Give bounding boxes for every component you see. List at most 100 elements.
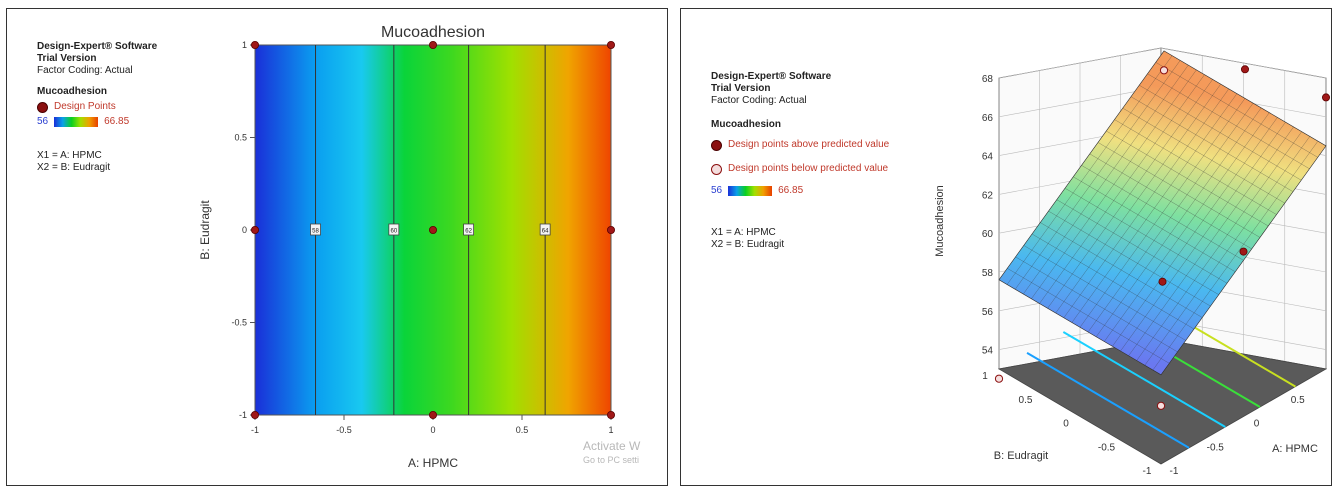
surface-mesh-line — [1031, 69, 1197, 299]
floor-contour-line — [1026, 351, 1190, 449]
surface-mesh-line — [1155, 62, 1318, 158]
response-name: Mucoadhesion — [711, 119, 782, 130]
surface-mesh-line — [1063, 88, 1229, 318]
y-tick-label: -1 — [239, 410, 247, 420]
surface-mesh-line — [1071, 93, 1238, 323]
response-name: Mucoadhesion — [37, 86, 108, 97]
b-tick-label: -0.5 — [1098, 442, 1116, 453]
color-range-high: 66.85 — [778, 185, 804, 196]
a-axis-label: A: HPMC — [1272, 443, 1318, 455]
surface-mesh-line — [1039, 74, 1205, 304]
contour-label-box — [388, 223, 400, 236]
z-axis-label: Mucoadhesion — [934, 185, 946, 257]
x-axis-label: A: HPMC — [408, 456, 458, 470]
design-point — [250, 41, 259, 50]
design-point — [607, 41, 616, 50]
design-point — [250, 225, 259, 234]
contour-plot-area: Mucoadhesion A: HPMC B: Eudragit -1 -0.5 0 0.5… — [198, 24, 616, 470]
x-tick-label: -1 — [251, 425, 259, 435]
software-name: Design-Expert® Software — [711, 71, 832, 82]
z-tick-label: 60 — [982, 229, 994, 240]
design-point-marker-icon — [37, 101, 48, 113]
contour-label: 62 — [465, 229, 472, 235]
contour-label-box — [539, 223, 551, 236]
surface-mesh-line — [998, 50, 1165, 280]
color-range-legend: 56 66.85 — [711, 185, 889, 197]
design-point — [607, 225, 616, 234]
surface-mesh-line — [1006, 55, 1173, 285]
color-range-low: 56 — [37, 116, 49, 127]
contour-chart: Mucoadhesion A: HPMC B: Eudragit -1 -0.5 0 0.5… — [198, 24, 616, 470]
surface-mesh-line — [1106, 130, 1269, 227]
design-point-below — [1156, 401, 1166, 410]
a-tick-label: 0 — [1254, 419, 1260, 430]
surface-mesh-line — [1122, 107, 1285, 204]
y-axis-label: B: Eudragit — [198, 200, 212, 260]
contour-label-box — [310, 223, 321, 236]
watermark-line-1: Activate W — [583, 439, 641, 453]
surface-mesh-line — [1097, 142, 1261, 238]
color-gradient-bar — [54, 117, 99, 127]
color-range-low: 56 — [711, 185, 723, 196]
design-point-below — [994, 374, 1004, 383]
contour-label-box — [463, 223, 475, 236]
surface-mesh-line — [1089, 153, 1252, 250]
software-version: Trial Version — [37, 53, 97, 64]
z-tick-label: 62 — [982, 190, 994, 201]
y-tick-label: 1 — [242, 40, 247, 50]
floor-contour-line — [1062, 331, 1226, 428]
design-point-above — [1241, 65, 1250, 74]
a-tick-label: -0.5 — [1207, 442, 1225, 453]
color-range-legend: 56 66.85 — [37, 116, 157, 128]
a-tick-label: -1 — [1170, 466, 1179, 477]
b-axis-label: B: Eudragit — [994, 450, 1048, 462]
contour-info-block: Design-Expert® Software Trial Version Fa… — [37, 41, 157, 174]
y-tick-label: 0.5 — [234, 133, 247, 143]
contour-plot-panel: Design-Expert® Software Trial Version Fa… — [6, 8, 668, 486]
watermark-line-2: Go to PC setti — [583, 455, 640, 465]
design-point-above — [1322, 93, 1331, 102]
z-tick-label: 68 — [982, 74, 994, 85]
z-tick-label: 66 — [982, 113, 994, 124]
design-point-below — [1159, 66, 1169, 75]
legend-points-below: Design points below predicted value — [711, 163, 889, 175]
z-tick-label: 58 — [982, 268, 994, 279]
surface-plot-panel: Design-Expert® Software Trial Version Fa… — [680, 8, 1332, 486]
surface-chart: 54 56 58 60 62 64 66 68 Mucoadhesion -1 -0.5 0 0.5 1 B… — [934, 47, 1331, 477]
surface-mesh-line — [1147, 73, 1310, 169]
design-point — [250, 410, 259, 419]
z-tick-label: 56 — [982, 307, 994, 318]
surface-mesh-line — [1023, 65, 1189, 295]
activation-watermark: Activate W Go to PC setti — [583, 439, 640, 467]
factor-coding: Factor Coding: Actual — [711, 95, 807, 106]
x-tick-label: 0 — [430, 425, 435, 435]
factor-x1-definition: X1 = A: HPMC — [711, 227, 776, 238]
contour-label: 64 — [542, 229, 549, 235]
surface-mesh-line — [1047, 79, 1213, 309]
surface-mesh-line — [1130, 96, 1294, 192]
surface-mesh-line — [1163, 50, 1327, 147]
z-tick-label: 54 — [982, 346, 994, 357]
software-version: Trial Version — [711, 83, 771, 94]
surface-mesh-line — [1139, 85, 1302, 181]
factor-x2-definition: X2 = B: Eudragit — [37, 162, 111, 173]
legend-design-points-label: Design Points — [54, 101, 116, 112]
b-tick-label: -1 — [1143, 466, 1152, 477]
contour-label: 60 — [390, 229, 397, 235]
chart-title: Mucoadhesion — [381, 24, 485, 41]
design-point-above — [1239, 247, 1248, 256]
factor-coding: Factor Coding: Actual — [37, 65, 133, 76]
x-tick-label: 0.5 — [516, 425, 529, 435]
software-name: Design-Expert® Software — [37, 41, 158, 52]
a-tick-label: 0.5 — [1291, 395, 1305, 406]
design-point — [428, 225, 437, 234]
factor-x1-definition: X1 = A: HPMC — [37, 150, 102, 161]
surface-mesh-line — [1160, 145, 1327, 375]
b-tick-label: 1 — [982, 371, 988, 382]
surface-mesh-line — [1079, 98, 1246, 328]
surface-mesh-line — [1055, 84, 1221, 314]
color-range-high: 66.85 — [104, 116, 130, 127]
point-below-marker-icon — [711, 163, 722, 175]
legend-points-below-label: Design points below predicted value — [728, 163, 889, 174]
contour-label: 58 — [312, 229, 319, 235]
